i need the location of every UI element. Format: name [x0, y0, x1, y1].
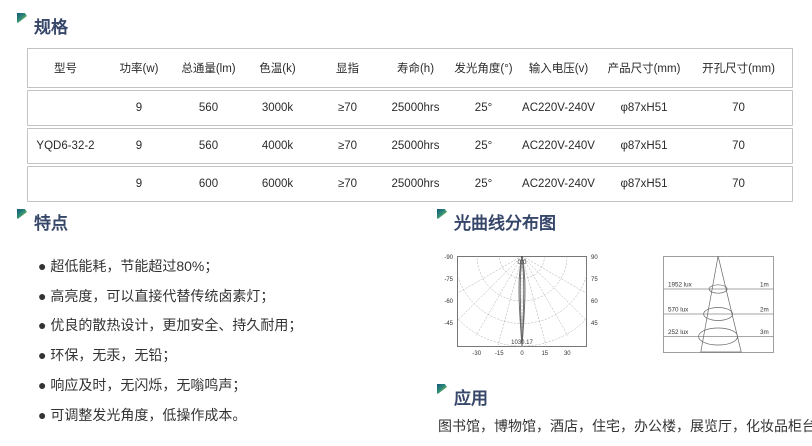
svg-text:15: 15 [541, 351, 548, 357]
svg-text:-75: -75 [444, 277, 453, 283]
svg-text:45: 45 [591, 321, 598, 327]
svg-text:-15: -15 [495, 351, 504, 357]
svg-text:30: 30 [564, 351, 571, 357]
svg-text:1030.17: 1030.17 [511, 340, 533, 346]
svg-text:252 lux: 252 lux [668, 329, 689, 336]
svg-text:-60: -60 [444, 299, 453, 305]
svg-text:1m: 1m [760, 282, 769, 289]
svg-text:0.0: 0.0 [517, 259, 526, 266]
svg-text:-90: -90 [444, 255, 453, 261]
svg-text:-45: -45 [444, 321, 453, 327]
svg-text:0: 0 [520, 351, 524, 357]
svg-text:3m: 3m [760, 329, 769, 336]
svg-text:2m: 2m [760, 307, 769, 314]
svg-text:570 lux: 570 lux [668, 307, 689, 314]
svg-text:75: 75 [591, 277, 598, 283]
svg-text:90: 90 [591, 255, 598, 261]
svg-text:1952 lux: 1952 lux [668, 282, 693, 289]
svg-text:-30: -30 [472, 351, 481, 357]
svg-text:60: 60 [591, 299, 598, 305]
